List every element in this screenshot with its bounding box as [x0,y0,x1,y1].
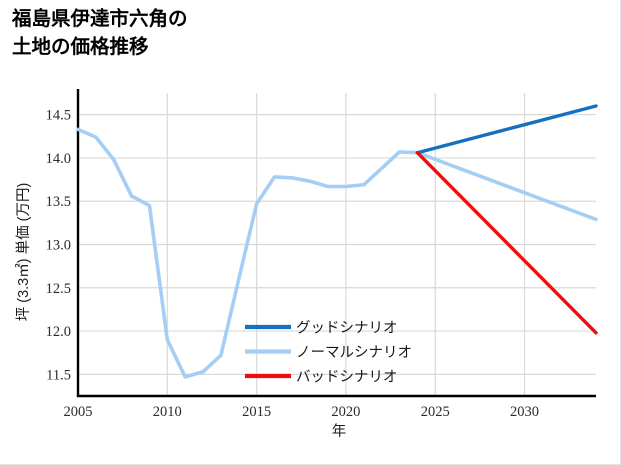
data-series-group [76,104,598,379]
series-line [76,127,598,379]
y-tick-label: 14.0 [46,151,71,167]
x-tick-label: 2010 [153,404,182,420]
chart-title-line-2: 土地の価格推移 [12,35,149,58]
x-axis-title: 年 [332,423,347,440]
y-tick-label: 12.0 [46,324,71,340]
plot-axes [76,89,596,398]
chart-title-line-1: 福島県伊達市六角の [12,8,188,30]
x-tick-label: 2015 [242,404,271,420]
y-tick-label: 12.5 [46,281,71,297]
legend-label: グッドシナリオ [296,319,398,336]
y-tick-label: 14.5 [46,108,71,124]
legend-label: ノーマルシナリオ [296,345,412,361]
x-tick-label: 2005 [64,404,93,420]
y-tick-label: 11.5 [46,367,71,383]
x-axis-tick-labels: 2005 2010 2015 2020 2025 2030 [64,404,540,420]
y-tick-label: 13.0 [46,238,71,254]
legend-label: バッドシナリオ [296,369,398,385]
series-line [415,104,598,155]
x-tick-label: 2030 [510,404,539,420]
y-axis-tick-labels: 11.5 12.0 12.5 13.0 13.5 14.0 14.5 [46,108,71,384]
x-tick-label: 2020 [331,404,360,420]
x-tick-label: 2025 [421,404,450,420]
chart-title: 福島県伊達市六角の 土地の価格推移 [12,6,188,61]
y-tick-label: 13.5 [46,194,71,210]
y-axis-title: 坪 (3.3㎡) 単価 (万円) [15,183,32,322]
series-line [415,151,598,335]
